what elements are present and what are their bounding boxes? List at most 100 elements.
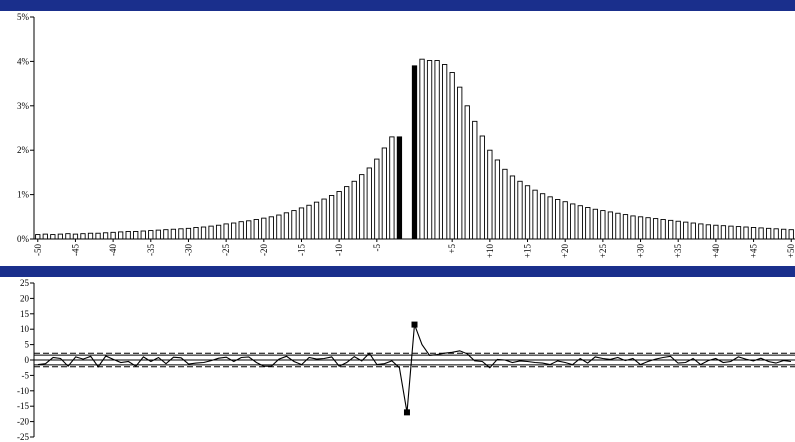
x-tick-label: -5 xyxy=(372,244,382,252)
x-tick-label: -30 xyxy=(183,244,193,256)
x-tick-label: -20 xyxy=(259,244,269,256)
y-tick-label: 10 xyxy=(20,324,30,334)
bar xyxy=(652,218,659,240)
bar xyxy=(555,199,561,240)
bar xyxy=(411,65,418,240)
y-tick-label: -5 xyxy=(22,370,30,380)
bar xyxy=(72,233,79,240)
bar xyxy=(283,212,290,240)
bar xyxy=(698,223,704,240)
bar xyxy=(148,230,154,240)
bar xyxy=(87,232,94,240)
bar xyxy=(773,228,779,240)
x-tick-label: -35 xyxy=(146,244,156,256)
x-tick-label: +5 xyxy=(447,244,457,254)
bar xyxy=(570,203,576,240)
bar xyxy=(359,174,365,240)
bar xyxy=(743,226,749,240)
bar xyxy=(95,232,101,240)
y-tick-label: -10 xyxy=(17,386,29,396)
y-tick-label: 3% xyxy=(17,101,30,111)
y-tick-label: 4% xyxy=(17,56,30,66)
bar xyxy=(276,214,282,240)
bar xyxy=(532,189,538,240)
bar xyxy=(238,221,244,240)
bar xyxy=(215,224,222,240)
y-tick-label: 0 xyxy=(25,355,30,365)
bar xyxy=(366,167,372,240)
bar xyxy=(457,86,463,240)
bar xyxy=(720,225,727,240)
x-tick-label: +20 xyxy=(560,244,570,259)
bar xyxy=(246,220,252,240)
bar xyxy=(750,227,757,240)
bar xyxy=(607,211,614,240)
bar xyxy=(328,195,335,240)
bar xyxy=(42,233,48,240)
bar xyxy=(155,229,161,240)
bar xyxy=(449,72,455,240)
bar xyxy=(223,223,229,240)
bar xyxy=(321,198,327,240)
x-tick-label: +15 xyxy=(523,244,533,259)
bar xyxy=(163,229,169,240)
histogram-chart: 0% 1% 2% 3% 4% 5% -50 -45 -40 -35 -30 -25 -20 -15 -10 -… xyxy=(17,12,795,259)
bar xyxy=(80,233,86,240)
bar xyxy=(140,230,146,240)
data-point-marker xyxy=(403,409,410,416)
bar xyxy=(464,105,470,240)
x-tick-label: +25 xyxy=(598,244,608,259)
bar xyxy=(419,58,425,240)
bar xyxy=(389,136,395,240)
bar xyxy=(102,232,109,240)
bar xyxy=(487,149,493,240)
bar xyxy=(630,215,636,240)
bar xyxy=(185,227,192,240)
bar xyxy=(765,227,772,240)
bar xyxy=(193,227,199,240)
bar xyxy=(547,196,553,240)
bar xyxy=(200,226,207,240)
x-tick-label: -10 xyxy=(334,244,344,256)
bar xyxy=(758,227,764,240)
bar xyxy=(231,222,237,240)
y-tick-label: -25 xyxy=(17,432,29,442)
bar xyxy=(306,204,312,240)
bar xyxy=(133,231,139,240)
bar xyxy=(577,205,583,240)
x-tick-label: -40 xyxy=(108,244,118,256)
bar xyxy=(728,225,734,240)
bar xyxy=(735,226,742,240)
bar xyxy=(472,120,478,240)
bar xyxy=(434,60,440,240)
bar xyxy=(35,234,41,240)
bar xyxy=(524,185,531,240)
bar xyxy=(253,219,259,240)
y-tick-label: 20 xyxy=(20,293,30,303)
bar xyxy=(509,175,516,240)
bar xyxy=(351,180,357,240)
bar xyxy=(600,210,606,240)
y-tick-label: 25 xyxy=(20,278,30,288)
bar xyxy=(208,225,214,240)
bar xyxy=(539,193,546,240)
bar xyxy=(336,191,342,240)
bar xyxy=(788,229,794,240)
bar xyxy=(170,228,177,240)
bar xyxy=(645,217,651,240)
x-tick-label: +10 xyxy=(485,244,495,259)
x-tick-label: +40 xyxy=(711,244,721,259)
bar xyxy=(675,220,681,240)
y-tick-label: -20 xyxy=(17,417,29,427)
y-tick-label: 15 xyxy=(20,309,30,319)
y-tick-label: 5 xyxy=(25,340,30,350)
bar xyxy=(479,135,485,240)
bar xyxy=(494,159,501,240)
bar xyxy=(298,207,305,240)
bar xyxy=(781,228,787,240)
bar xyxy=(57,233,64,240)
bar xyxy=(660,219,666,240)
bar xyxy=(291,210,297,240)
series-line xyxy=(37,324,792,413)
bar xyxy=(690,222,696,240)
